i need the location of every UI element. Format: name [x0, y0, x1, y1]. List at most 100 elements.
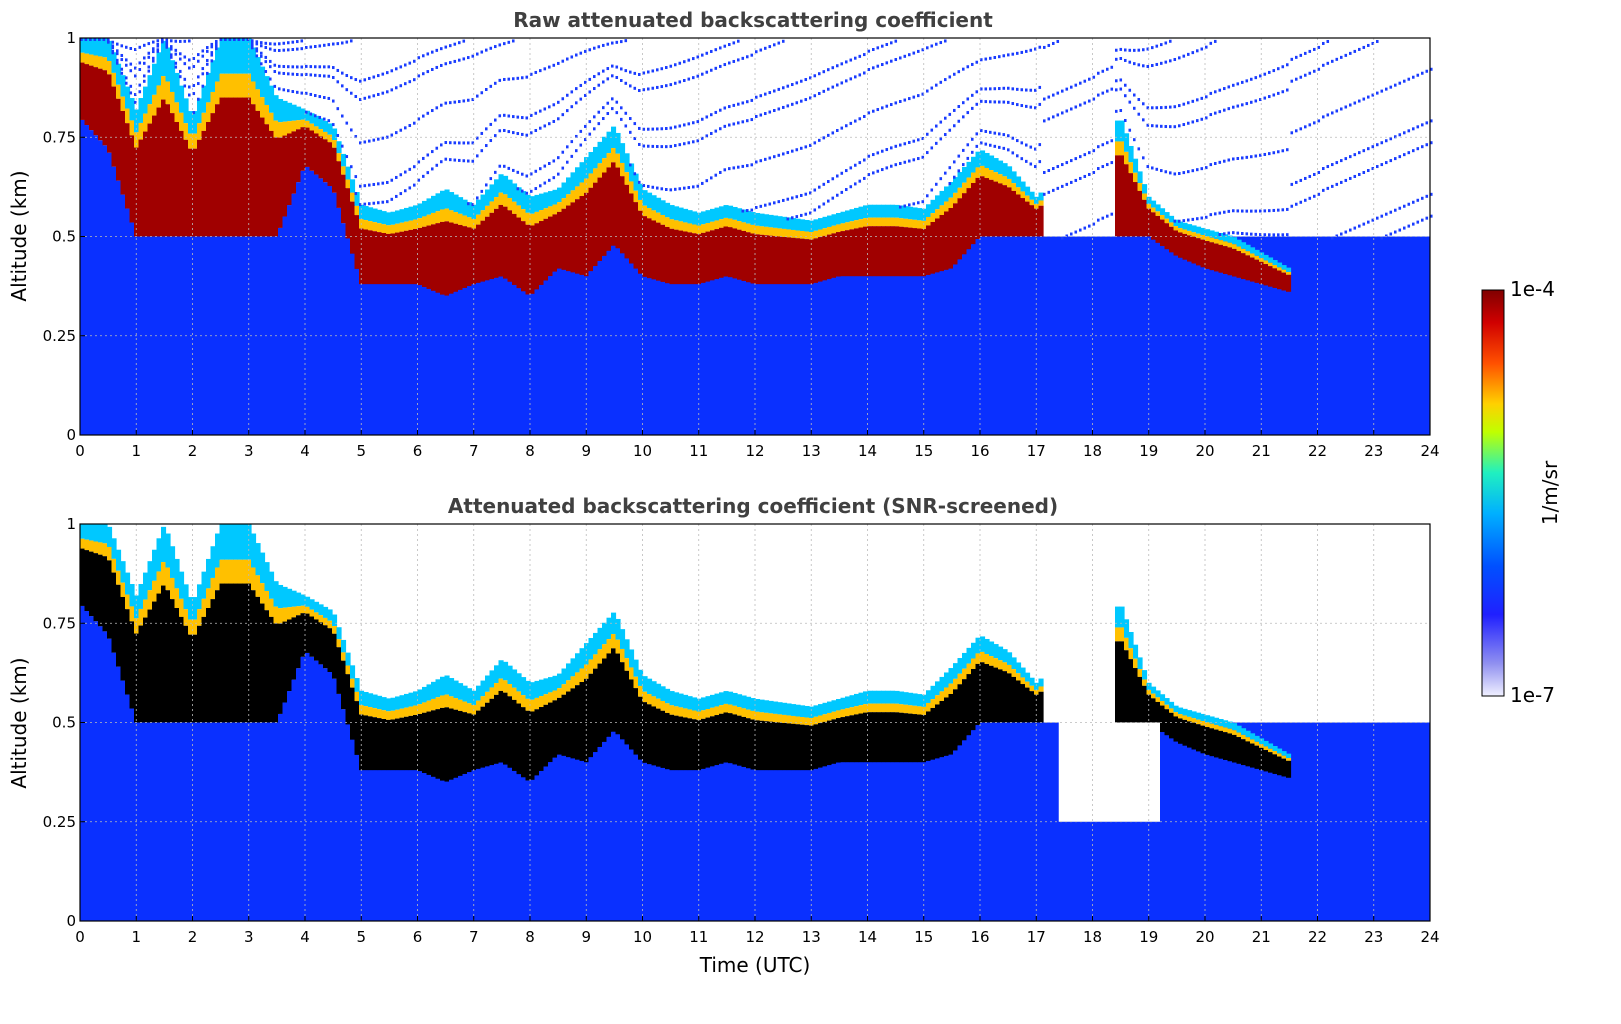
- screened-layer-edge: [827, 701, 833, 713]
- screened-column-below: [791, 770, 797, 921]
- screened-layer-edge: [1196, 712, 1202, 720]
- raw-layer-mid: [786, 229, 792, 238]
- raw-noise-speck: [1115, 88, 1118, 92]
- raw-noise-speck: [296, 90, 299, 94]
- screened-layer-mid: [953, 678, 959, 690]
- raw-noise-speck: [291, 40, 295, 44]
- raw-noise-speck: [287, 72, 290, 76]
- screened-layer-core: [489, 698, 495, 766]
- raw-noise-speck: [561, 113, 565, 117]
- screened-layer-edge: [768, 700, 774, 714]
- raw-layer-mid: [656, 212, 662, 223]
- raw-column-below: [980, 236, 986, 435]
- screened-column-below: [1016, 722, 1022, 921]
- raw-noise-speck: [345, 40, 349, 44]
- raw-noise-speck: [1128, 128, 1132, 132]
- screened-column-below: [962, 740, 968, 921]
- raw-layer-mid: [309, 123, 315, 131]
- raw-layer-mid: [273, 120, 279, 138]
- raw-noise-speck: [759, 113, 763, 117]
- colorbar: 1e-4 1e-7 1/m/sr: [1481, 277, 1562, 707]
- screened-column-below: [300, 656, 306, 921]
- raw-noise-speck: [1227, 231, 1231, 235]
- screened-layer-edge: [210, 546, 216, 578]
- raw-noise-speck: [1092, 222, 1096, 226]
- raw-noise-speck: [1290, 204, 1294, 208]
- raw-layer-mid: [584, 178, 590, 193]
- raw-noise-speck: [962, 67, 965, 71]
- raw-noise-speck: [305, 110, 308, 114]
- raw-layer-mid: [111, 72, 117, 87]
- raw-noise-speck: [1295, 202, 1298, 206]
- raw-noise-speck: [462, 141, 466, 145]
- raw-layer-mid: [1191, 232, 1197, 237]
- screened-column-below: [939, 757, 945, 921]
- raw-noise-speck: [1020, 104, 1024, 108]
- raw-noise-speck: [1187, 170, 1190, 174]
- raw-layer-core: [638, 210, 644, 274]
- raw-noise-speck: [372, 201, 376, 205]
- screened-layer-core: [1160, 705, 1166, 733]
- screened-layer-edge: [1268, 743, 1274, 749]
- raw-noise-speck: [152, 40, 155, 44]
- screened-layer-mid: [332, 626, 338, 634]
- raw-noise-speck: [1340, 107, 1343, 111]
- screened-layer-mid: [291, 606, 297, 618]
- raw-noise-speck: [1245, 232, 1249, 236]
- raw-layer-mid: [777, 228, 783, 237]
- raw-layer-mid: [998, 174, 1004, 184]
- raw-noise-speck: [273, 84, 277, 88]
- screened-layer-core: [566, 691, 572, 758]
- raw-noise-speck: [363, 202, 367, 206]
- raw-noise-speck: [831, 85, 835, 89]
- raw-column-below: [476, 282, 482, 435]
- raw-noise-speck: [1421, 123, 1424, 127]
- screened-layer-core: [480, 706, 486, 768]
- screened-layer-edge: [723, 691, 729, 704]
- screened-layer-edge: [534, 680, 540, 698]
- raw-noise-speck: [1070, 180, 1073, 184]
- raw-noise-speck: [984, 129, 988, 133]
- raw-panel-title: Raw attenuated backscattering coefficien…: [513, 8, 993, 32]
- raw-layer-mid: [170, 91, 176, 114]
- raw-layer-core: [305, 127, 311, 167]
- raw-layer-mid: [759, 226, 765, 235]
- raw-noise-speck: [615, 111, 619, 115]
- screened-layer-core: [971, 668, 977, 731]
- raw-noise-speck: [755, 114, 758, 118]
- raw-layer-core: [980, 176, 986, 237]
- raw-layer-core: [1169, 226, 1175, 253]
- raw-noise-speck: [399, 128, 403, 132]
- raw-layer-edge: [269, 85, 275, 113]
- raw-layer-mid: [710, 221, 716, 231]
- raw-layer-core: [1200, 239, 1206, 268]
- raw-layer-core: [116, 98, 122, 181]
- raw-noise-speck: [165, 44, 169, 48]
- screened-column-below: [827, 765, 833, 921]
- raw-noise-speck: [822, 136, 826, 140]
- raw-noise-speck: [903, 142, 907, 146]
- raw-layer-mid: [354, 205, 360, 216]
- raw-noise-speck: [296, 65, 299, 69]
- raw-noise-speck: [431, 167, 434, 171]
- screened-layer-mid: [503, 680, 509, 693]
- raw-column-below: [516, 288, 522, 435]
- raw-layer-mid: [494, 197, 500, 209]
- raw-noise-speck: [1245, 155, 1249, 159]
- screened-column-below: [431, 776, 437, 921]
- raw-noise-speck: [548, 65, 551, 69]
- screened-column-below: [201, 722, 207, 921]
- raw-noise-speck: [899, 56, 902, 60]
- raw-column-below: [822, 280, 828, 435]
- screened-column-below: [575, 759, 581, 921]
- raw-noise-speck: [1412, 149, 1415, 153]
- raw-layer-edge: [593, 146, 599, 169]
- raw-layer-core: [242, 97, 248, 237]
- raw-noise-speck: [1101, 165, 1105, 169]
- screened-layer-core: [831, 719, 837, 764]
- raw-noise-speck: [890, 59, 893, 63]
- raw-layer-mid: [624, 172, 630, 185]
- screened-layer-mid: [1250, 739, 1256, 744]
- raw-layer-core: [534, 223, 540, 290]
- raw-noise-speck: [1232, 105, 1235, 109]
